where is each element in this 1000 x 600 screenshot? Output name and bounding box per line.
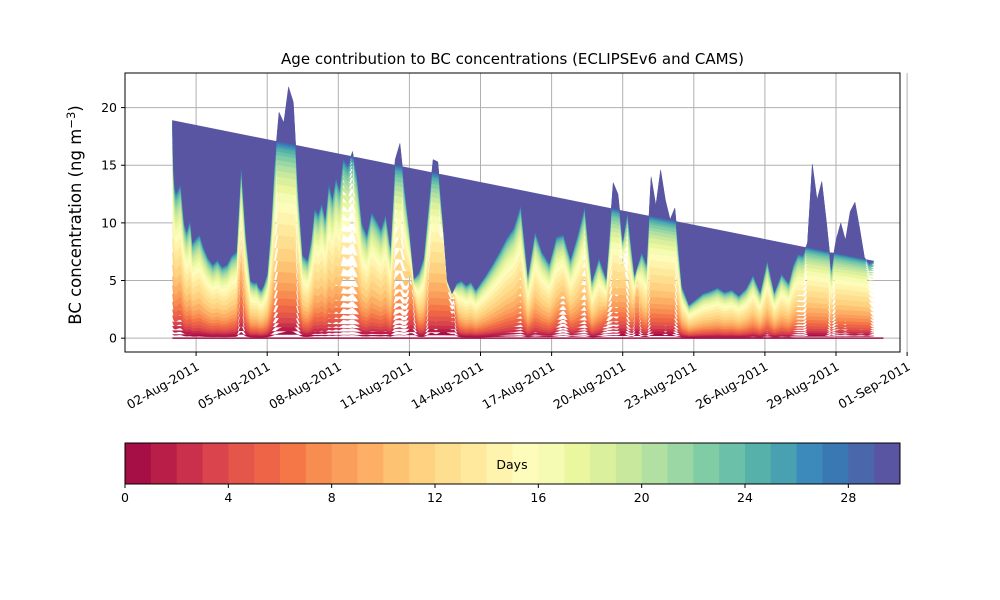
colorbar-swatch	[176, 443, 203, 484]
colorbar-tick-label: 28	[840, 490, 856, 505]
colorbar-tick-label: 20	[634, 490, 650, 505]
y-axis-label: BC concentration (ng m−3)	[64, 105, 85, 324]
y-tick-label: 10	[101, 215, 117, 230]
colorbar-tick-label: 4	[224, 490, 232, 505]
colorbar-swatch	[254, 443, 281, 484]
colorbar-swatch	[305, 443, 333, 484]
x-tick-label: 14-Aug-2011	[408, 359, 486, 412]
x-tick-label: 29-Aug-2011	[764, 359, 842, 412]
colorbar-swatch	[822, 443, 849, 484]
x-tick-label: 05-Aug-2011	[195, 359, 273, 412]
colorbar-swatch	[745, 443, 772, 484]
colorbar-swatch	[874, 443, 901, 484]
y-tick-label: 20	[101, 100, 117, 115]
colorbar-swatch	[719, 443, 746, 484]
colorbar-tick-label: 16	[530, 490, 546, 505]
colorbar-swatch	[538, 443, 565, 484]
colorbar-tick-label: 24	[737, 490, 753, 505]
colorbar-swatch	[796, 443, 823, 484]
y-axis-ticks: 0 5 10 15 20	[101, 100, 125, 346]
colorbar-swatch	[357, 443, 384, 484]
colorbar-frame	[124, 442, 901, 485]
colorbar-swatch	[486, 443, 513, 484]
colorbar-swatch	[848, 443, 875, 484]
colorbar-tick-label: 8	[328, 490, 336, 505]
colorbar-swatch	[150, 443, 178, 484]
colorbar-tick-label: 0	[121, 490, 129, 505]
colorbar-swatch	[770, 443, 798, 484]
x-tick-label: 23-Aug-2011	[622, 359, 700, 412]
age-band-area	[172, 86, 875, 306]
x-tick-label: 20-Aug-2011	[551, 359, 629, 412]
colorbar-swatch	[280, 443, 307, 484]
colorbar-swatch	[383, 443, 410, 484]
y-axis-label-close: )	[66, 105, 85, 111]
x-tick-label: 01-Sep-2011	[836, 359, 913, 412]
colorbar-swatch	[693, 443, 720, 484]
colorbar-swatch	[615, 443, 643, 484]
colorbar-swatch	[590, 443, 617, 484]
colorbar-swatch	[409, 443, 436, 484]
colorbar-swatch	[228, 443, 255, 484]
x-tick-label: 02-Aug-2011	[124, 359, 202, 412]
colorbar-swatch	[460, 443, 488, 484]
colorbar-swatch	[564, 443, 591, 484]
x-axis-ticks: 02-Aug-201105-Aug-201108-Aug-201111-Aug-…	[124, 352, 913, 412]
colorbar-swatch	[435, 443, 462, 484]
colorbar-swatch	[512, 443, 539, 484]
colorbar-swatch	[202, 443, 229, 484]
x-tick-label: 11-Aug-2011	[337, 359, 415, 412]
x-tick-label: 08-Aug-2011	[266, 359, 344, 412]
chart-title: Age contribution to BC concentrations (E…	[281, 50, 744, 68]
colorbar-tick-label: 12	[427, 490, 443, 505]
plot-area	[172, 86, 884, 339]
y-tick-label: 15	[101, 158, 117, 173]
axes-frame	[124, 72, 901, 353]
y-tick-label: 0	[109, 331, 117, 346]
colorbar-swatch	[667, 443, 694, 484]
colorbar-swatch	[125, 443, 152, 484]
y-tick-label: 5	[109, 273, 117, 288]
colorbar-swatch	[641, 443, 668, 484]
colorbar: 0 4 8 12 16 20 24 28	[121, 442, 901, 505]
y-axis-label-text: BC concentration (ng m	[66, 129, 85, 325]
y-axis-label-exponent: −3	[64, 112, 78, 129]
x-tick-label: 17-Aug-2011	[480, 359, 558, 412]
colorbar-swatch	[331, 443, 358, 484]
x-tick-label: 26-Aug-2011	[693, 359, 771, 412]
axes	[124, 72, 901, 353]
colorbar-label: Days	[496, 457, 527, 472]
